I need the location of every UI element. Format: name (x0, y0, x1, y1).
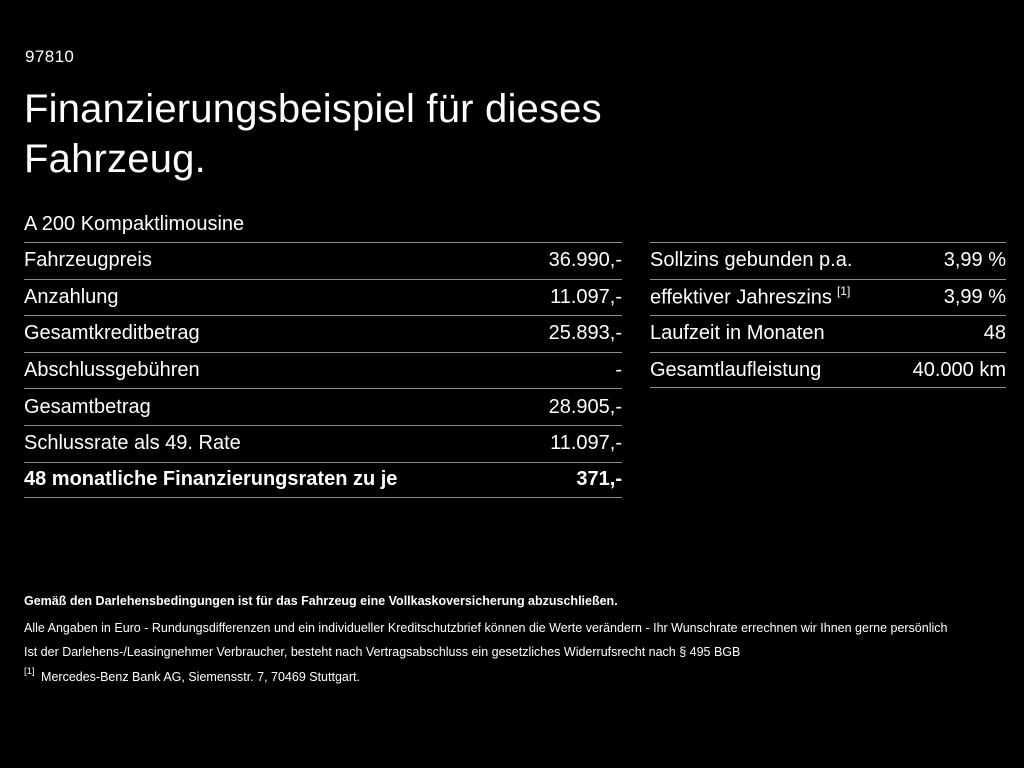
row-value: 11.097,- (550, 285, 622, 308)
row-value: 11.097,- (550, 432, 622, 455)
page-title-line2: Fahrzeug. (24, 137, 206, 182)
table-row-monthly-rate: 48 monatliche Finanzierungsraten zu je 3… (24, 461, 622, 499)
page-title: Finanzierungsbeispiel für dieses Fahrzeu… (24, 84, 602, 185)
withdrawal-right-note: Ist der Darlehens-/Leasingnehmer Verbrau… (24, 644, 741, 659)
table-row: Laufzeit in Monaten 48 (650, 315, 1006, 352)
row-label: Abschlussgebühren (24, 359, 200, 382)
row-label: Fahrzeugpreis (24, 249, 152, 272)
row-value: 48 (983, 322, 1006, 345)
row-label: Anzahlung (24, 285, 119, 308)
bank-footnote: [1] Mercedes-Benz Bank AG, Siemensstr. 7… (24, 665, 1006, 686)
table-row: Schlussrate als 49. Rate 11.097,- (24, 424, 622, 462)
row-value: 3,99 % (943, 285, 1006, 308)
table-row: Gesamtlaufleistung 40.000 km (650, 351, 1006, 389)
disclaimer-note: Alle Angaben in Euro - Rundungsdifferenz… (24, 620, 948, 635)
vehicle-model: A 200 Kompaktlimousine (24, 213, 245, 235)
row-value: 371,- (576, 468, 622, 491)
row-value: 3,99 % (943, 249, 1006, 272)
table-row: Abschlussgebühren - (24, 351, 622, 389)
row-label: Gesamtkreditbetrag (24, 322, 200, 345)
table-row: Fahrzeugpreis 36.990,- (24, 242, 622, 279)
row-value: - (615, 359, 622, 382)
financing-cost-table: Fahrzeugpreis 36.990,- Anzahlung 11.097,… (24, 242, 622, 499)
table-row: Gesamtbetrag 28.905,- (24, 388, 622, 425)
document-code: 97810 (25, 47, 75, 66)
page-title-line1: Finanzierungsbeispiel für dieses (24, 87, 602, 131)
row-label: Gesamtbetrag (24, 395, 151, 418)
table-row: Gesamtkreditbetrag 25.893,- (24, 315, 622, 352)
row-value: 28.905,- (548, 395, 622, 418)
row-value: 40.000 km (912, 358, 1006, 381)
row-label: Sollzins gebunden p.a. (650, 249, 853, 272)
legal-footer: Gemäß den Darlehensbedingungen ist für d… (24, 593, 1006, 693)
table-row: Anzahlung 11.097,- (24, 278, 622, 316)
row-label-text: effektiver Jahreszins (650, 286, 832, 309)
row-value: 36.990,- (548, 249, 622, 272)
row-label: 48 monatliche Finanzierungsraten zu je (24, 468, 398, 491)
footnote-reference: [1] (836, 284, 851, 299)
row-value: 25.893,- (548, 322, 622, 345)
insurance-requirement-note: Gemäß den Darlehensbedingungen ist für d… (24, 594, 618, 608)
row-label: effektiver Jahreszins [1] (650, 284, 851, 310)
footnote-text: Mercedes-Benz Bank AG, Siemensstr. 7, 70… (41, 669, 360, 684)
financing-conditions-table: Sollzins gebunden p.a. 3,99 % effektiver… (650, 242, 1006, 389)
row-label: Laufzeit in Monaten (650, 322, 825, 345)
row-label: Gesamtlaufleistung (650, 358, 822, 381)
footnote-marker: [1] (24, 665, 35, 677)
financing-tables: Fahrzeugpreis 36.990,- Anzahlung 11.097,… (24, 242, 1006, 499)
table-row: effektiver Jahreszins [1] 3,99 % (650, 278, 1006, 316)
table-row: Sollzins gebunden p.a. 3,99 % (650, 242, 1006, 279)
row-label: Schlussrate als 49. Rate (24, 432, 241, 455)
